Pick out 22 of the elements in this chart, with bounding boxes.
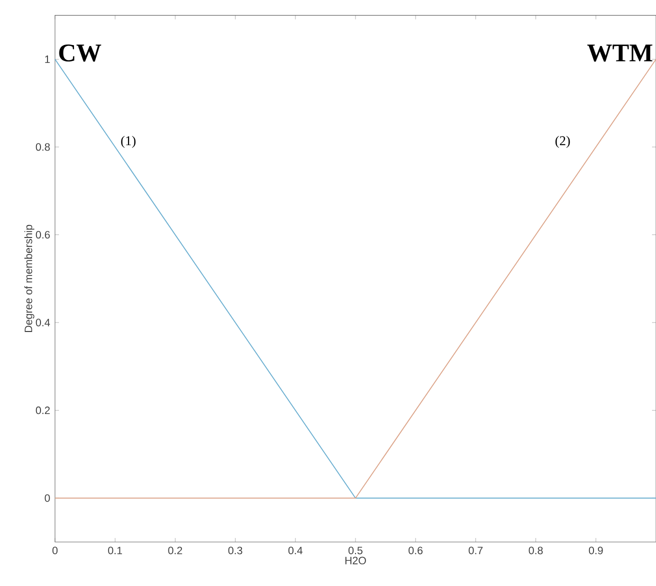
x-tick-label: 0.5 [348, 546, 362, 554]
x-tick-label: 0.7 [468, 546, 483, 554]
x-tick-label: 0.3 [228, 546, 242, 554]
x-tick-label: 0.9 [588, 546, 603, 554]
x-tick-label: 0.4 [288, 546, 303, 554]
y-tick-label: 0.8 [36, 143, 50, 151]
y-tick-label: 0.6 [36, 231, 50, 239]
x-tick-label: 0.6 [408, 546, 423, 554]
y-tick-label: 0.4 [36, 318, 50, 326]
annotation: (1) [121, 136, 136, 148]
y-tick-label: 0 [44, 494, 50, 502]
x-tick-label: 0.1 [108, 546, 122, 554]
y-axis-title: Degree of membership [24, 224, 34, 332]
x-tick-label: 0 [52, 546, 58, 554]
annotation: (2) [555, 136, 570, 148]
x-axis-title: H2O [345, 556, 366, 564]
series-label: WTM [587, 44, 652, 62]
y-tick-label: 0.2 [36, 406, 50, 414]
series-label: CW [59, 44, 102, 62]
x-tick-label: 0.2 [168, 546, 182, 554]
x-tick-label: 0.8 [528, 546, 543, 554]
y-tick-label: 1 [45, 56, 50, 63]
